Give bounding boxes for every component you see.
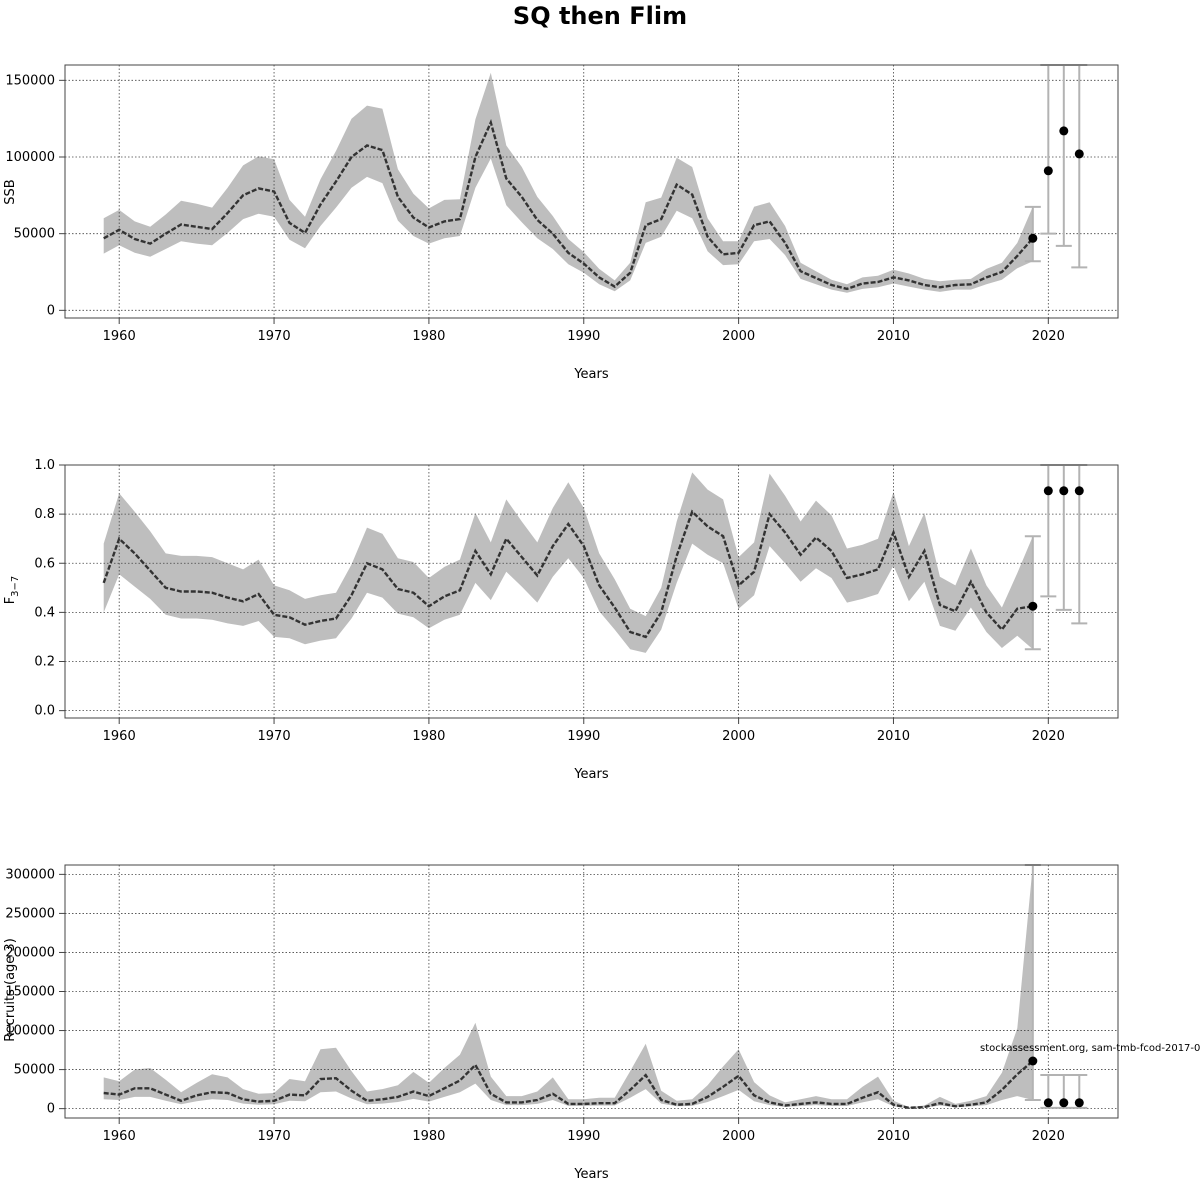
confidence-band <box>103 72 1033 293</box>
chart-title: SQ then Flim <box>512 2 688 30</box>
projection-point <box>1074 149 1084 159</box>
x-tick-label: 2020 <box>1032 329 1065 344</box>
y-tick-label: 0 <box>47 1102 55 1117</box>
projection-point <box>1074 486 1084 496</box>
panel-fishing-mortality: 1960 1970 1980 1990 2000 2010 2020 0.0 0.2 0.4 0.6… <box>3 458 1119 782</box>
y-tick-label: 0.6 <box>34 556 55 571</box>
projection-point <box>1043 166 1053 176</box>
panel-recruits: 1960 1970 1980 1990 2000 2010 2020 0 50000 100000… <box>3 864 1119 1182</box>
projection-point <box>1028 233 1038 243</box>
x-tick-label: 1990 <box>567 329 600 344</box>
projection-point <box>1059 486 1069 496</box>
x-tick-label: 2020 <box>1032 729 1065 744</box>
x-axis-title: Years <box>573 767 609 782</box>
y-axis-title-subscript: 3−7 <box>10 576 21 597</box>
x-tick-label: 1980 <box>412 329 445 344</box>
x-tick-label: 1970 <box>258 329 291 344</box>
projection-point <box>1059 126 1069 136</box>
y-tick-label: 0.2 <box>34 655 55 670</box>
x-tick-label: 1960 <box>103 1129 136 1144</box>
x-tick-label: 1960 <box>103 729 136 744</box>
x-tick-label: 1980 <box>412 729 445 744</box>
x-axis-title: Years <box>573 1167 609 1182</box>
y-tick-label: 100000 <box>5 1024 55 1039</box>
estimate-line <box>103 118 1034 291</box>
x-tick-label: 2010 <box>877 1129 910 1144</box>
x-tick-label: 1970 <box>258 729 291 744</box>
y-tick-label: 0.4 <box>34 605 55 620</box>
source-note: stockassessment.org, sam-tmb-fcod-2017-0 <box>980 1043 1200 1054</box>
x-tick-label: 2010 <box>877 329 910 344</box>
y-tick-label: 0.0 <box>34 704 55 719</box>
y-tick-label: 200000 <box>5 945 55 960</box>
y-tick-label: 50000 <box>14 227 55 242</box>
y-tick-label: 150000 <box>5 985 55 1000</box>
x-tick-label: 1990 <box>567 729 600 744</box>
plot-frame <box>64 64 1119 319</box>
x-tick-label: 1970 <box>258 1129 291 1144</box>
y-tick-label: 0 <box>47 303 55 318</box>
estimate-line <box>102 509 1033 639</box>
y-tick-label: 1.0 <box>34 458 55 473</box>
projection-point <box>1028 1056 1038 1066</box>
confidence-band <box>103 472 1033 653</box>
y-tick-label: 50000 <box>14 1063 55 1078</box>
y-axis-title: Recruits (age 3) <box>3 938 18 1042</box>
projection-point <box>1059 1098 1069 1108</box>
projection-point <box>1028 601 1038 611</box>
x-tick-label: 2000 <box>722 329 755 344</box>
y-axis-title: SSB <box>3 179 18 204</box>
x-tick-label: 1980 <box>412 1129 445 1144</box>
x-tick-label: 2000 <box>722 729 755 744</box>
plot-frame <box>64 464 1119 719</box>
x-axis-title: Years <box>573 367 609 382</box>
projection-point <box>1074 1098 1084 1108</box>
y-axis-title: F3−7 <box>3 576 21 605</box>
x-tick-label: 2010 <box>877 729 910 744</box>
y-tick-label: 100000 <box>5 150 55 165</box>
y-tick-label: 250000 <box>5 906 55 921</box>
x-tick-label: 2020 <box>1032 1129 1065 1144</box>
y-tick-label: 300000 <box>5 867 55 882</box>
projection-point <box>1043 1098 1053 1108</box>
confidence-band <box>103 865 1033 1109</box>
projection-point <box>1043 486 1053 496</box>
y-tick-label: 0.8 <box>34 507 55 522</box>
x-tick-label: 2000 <box>722 1129 755 1144</box>
estimate-line <box>103 1060 1034 1110</box>
x-tick-label: 1990 <box>567 1129 600 1144</box>
panel-ssb: 1960 1970 1980 1990 2000 2010 2020 0 50000 100000… <box>3 64 1119 382</box>
x-tick-label: 1960 <box>103 329 136 344</box>
y-tick-label: 150000 <box>5 73 55 88</box>
